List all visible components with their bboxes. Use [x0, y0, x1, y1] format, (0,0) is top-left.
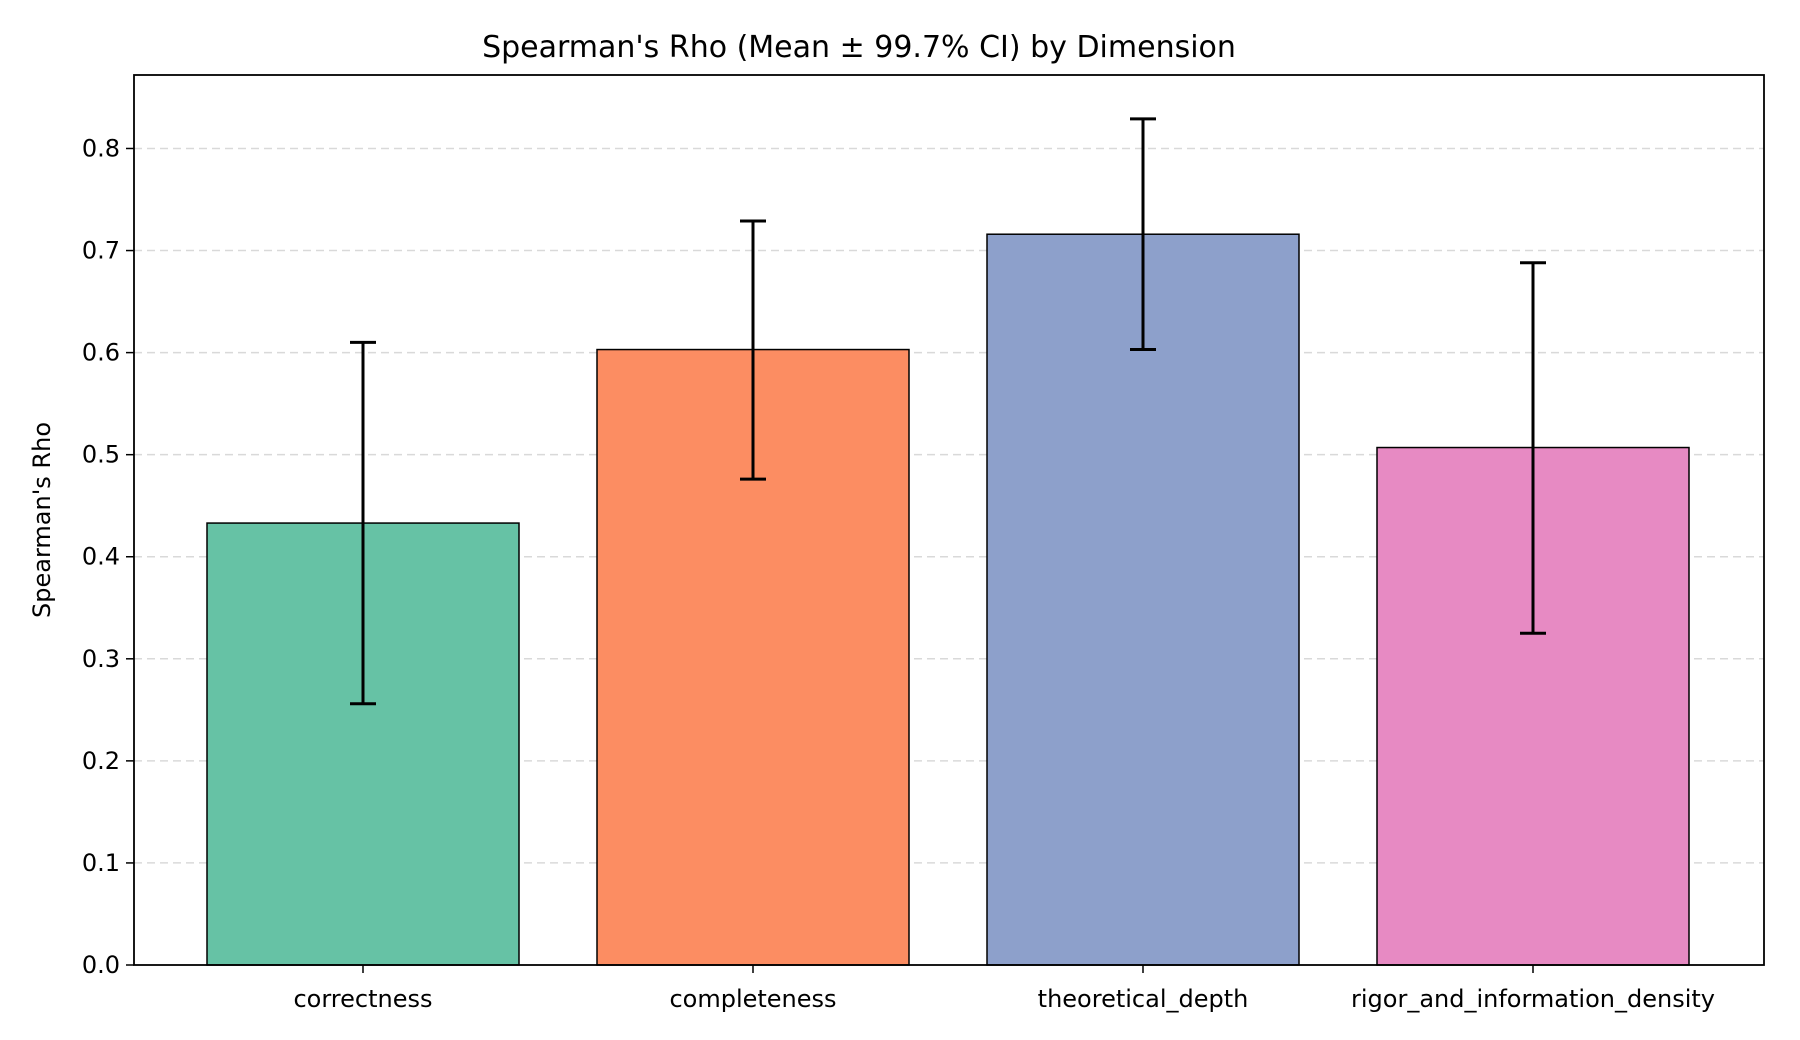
y-tick-label: 0.2: [82, 747, 120, 775]
y-axis-label: Spearman's Rho: [28, 422, 56, 618]
bars: [206, 233, 1690, 966]
x-tick-label: completeness: [669, 985, 836, 1013]
bar-theoretical-depth: [986, 233, 1300, 966]
plot-frame: [133, 74, 1765, 966]
x-tick-label: theoretical_depth: [1038, 985, 1249, 1013]
y-tick-label: 0.3: [82, 645, 120, 673]
x-tick-label: rigor_and_information_density: [1351, 985, 1715, 1013]
y-tick-label: 0.7: [82, 237, 120, 265]
y-tick-label: 0.5: [82, 441, 120, 469]
error-bars: [350, 117, 1546, 706]
y-tick-label: 0.0: [82, 951, 120, 979]
x-axis: correctness completeness theoretical_depth…: [293, 965, 1715, 1013]
y-tick-label: 0.4: [82, 543, 120, 571]
y-axis: 0.0 0.1 0.2 0.3 0.4 0.5 0.6 0.7 0.8: [82, 134, 134, 979]
y-tick-label: 0.6: [82, 339, 120, 367]
y-tick-label: 0.1: [82, 849, 120, 877]
chart-title: Spearman's Rho (Mean ± 99.7% CI) by Dime…: [482, 30, 1236, 65]
y-tick-label: 0.8: [82, 134, 120, 162]
x-tick-label: correctness: [293, 985, 432, 1013]
